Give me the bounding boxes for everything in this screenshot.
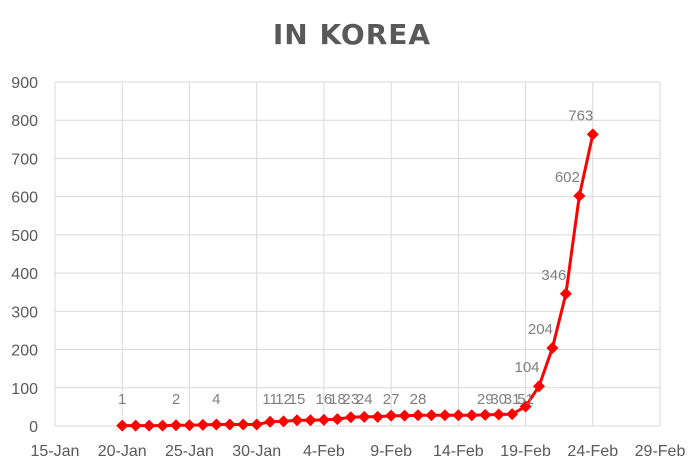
chart-title: IN KOREA [273, 18, 431, 51]
data-label: 15 [289, 391, 306, 408]
data-label: 11 [262, 391, 278, 408]
data-point-marker [438, 409, 451, 422]
data-label: 16 [316, 391, 333, 408]
x-tick-label: 19-Feb [500, 443, 551, 460]
data-label: 4 [212, 391, 220, 408]
x-tick-label: 29-Feb [635, 443, 686, 460]
data-point-marker [264, 415, 277, 428]
data-point-marker [492, 408, 505, 421]
data-label: 2 [172, 391, 180, 408]
series-line [122, 134, 595, 428]
data-point-marker [291, 414, 303, 427]
data-label: 18 [329, 391, 346, 408]
data-label: 346 [541, 267, 566, 284]
data-point-marker [237, 418, 250, 431]
data-label: 602 [555, 169, 580, 186]
data-label: 12 [275, 391, 292, 408]
data-point-marker [519, 400, 532, 413]
x-tick-label: 24-Feb [567, 443, 618, 460]
y-tick-label: 100 [11, 381, 38, 398]
data-point-marker [344, 411, 357, 424]
x-tick-label: 4-Feb [303, 443, 345, 460]
data-point-marker [183, 419, 196, 432]
data-point-marker [385, 409, 398, 422]
data-label: 51 [517, 391, 534, 408]
y-tick-label: 500 [11, 228, 38, 245]
y-tick-label: 800 [11, 113, 38, 130]
data-point-marker [559, 287, 572, 300]
data-point-marker [196, 418, 209, 431]
y-tick-label: 700 [11, 151, 38, 168]
series-confirmed-cases [116, 128, 599, 432]
data-label: 27 [383, 391, 400, 408]
data-point-marker [465, 409, 478, 422]
data-point-marker [479, 408, 492, 421]
y-tick-label: 300 [11, 304, 38, 321]
x-tick-label: 14-Feb [433, 443, 484, 460]
data-point-marker [170, 419, 182, 432]
data-label: 104 [514, 359, 539, 376]
data-point-marker [277, 415, 290, 428]
data-label: 29 [477, 391, 494, 408]
y-axis: 0 100 200 300 400 500 600 700 800 900 [11, 75, 38, 436]
data-point-marker [371, 410, 384, 423]
data-label: 31 [504, 391, 521, 408]
data-point-marker [317, 413, 330, 426]
data-point-marker [331, 413, 344, 426]
data-label: 24 [356, 391, 373, 408]
data-point-marker [143, 419, 156, 432]
x-axis: 15-Jan 20-Jan 25-Jan 30-Jan 4-Feb 9-Feb 14-Feb… [31, 443, 686, 460]
data-point-marker [210, 418, 223, 431]
gridlines [54, 81, 661, 427]
data-point-marker [156, 419, 169, 432]
data-point-marker [506, 408, 519, 421]
y-tick-label: 0 [29, 419, 38, 436]
data-label: 204 [528, 321, 553, 338]
data-point-marker [452, 409, 465, 422]
y-tick-label: 200 [11, 343, 38, 360]
data-point-marker [250, 418, 263, 431]
x-tick-label: 25-Jan [165, 443, 214, 460]
x-tick-label: 15-Jan [31, 443, 80, 460]
data-point-marker [223, 418, 236, 431]
data-label: 763 [568, 107, 593, 124]
x-tick-label: 30-Jan [232, 443, 281, 460]
data-label: 30 [490, 391, 507, 408]
x-tick-label: 20-Jan [98, 443, 147, 460]
data-label: 23 [342, 391, 359, 408]
y-tick-label: 400 [11, 266, 38, 283]
data-point-marker [358, 410, 371, 423]
data-point-marker [425, 409, 438, 422]
data-point-marker [129, 419, 142, 432]
data-label: 1 [118, 391, 126, 408]
data-point-marker [573, 189, 586, 202]
data-point-marker [546, 342, 559, 355]
data-point-marker [533, 380, 545, 393]
x-tick-label: 9-Feb [370, 443, 412, 460]
data-label: 28 [410, 391, 427, 408]
data-point-marker [398, 409, 411, 422]
y-tick-label: 600 [11, 190, 38, 207]
data-point-marker [116, 419, 129, 432]
data-point-marker [586, 128, 599, 141]
y-tick-label: 900 [11, 75, 38, 92]
data-point-marker [304, 414, 317, 427]
data-point-marker [412, 409, 424, 422]
